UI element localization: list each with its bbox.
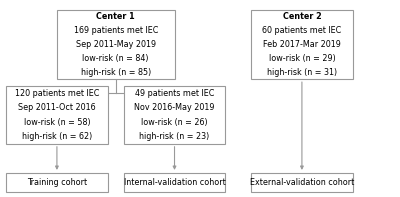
Text: low-risk (n = 58): low-risk (n = 58) <box>24 118 90 127</box>
Text: high-risk (n = 85): high-risk (n = 85) <box>80 68 151 77</box>
Text: Sep 2011-Oct 2016: Sep 2011-Oct 2016 <box>18 103 96 112</box>
Text: Center 1: Center 1 <box>96 12 135 21</box>
FancyBboxPatch shape <box>6 86 108 144</box>
FancyBboxPatch shape <box>57 10 174 79</box>
Text: low-risk (n = 29): low-risk (n = 29) <box>268 54 335 63</box>
FancyBboxPatch shape <box>124 86 226 144</box>
Text: 120 patients met IEC: 120 patients met IEC <box>15 89 99 98</box>
Text: low-risk (n = 84): low-risk (n = 84) <box>82 54 149 63</box>
Text: Training cohort: Training cohort <box>27 178 87 187</box>
Text: 60 patients met IEC: 60 patients met IEC <box>262 26 342 35</box>
Text: External-validation cohort: External-validation cohort <box>250 178 354 187</box>
Text: Nov 2016-May 2019: Nov 2016-May 2019 <box>134 103 215 112</box>
Text: 169 patients met IEC: 169 patients met IEC <box>74 26 158 35</box>
FancyBboxPatch shape <box>251 173 353 192</box>
FancyBboxPatch shape <box>124 173 226 192</box>
Text: Feb 2017-Mar 2019: Feb 2017-Mar 2019 <box>263 40 341 49</box>
Text: high-risk (n = 62): high-risk (n = 62) <box>22 132 92 141</box>
Text: high-risk (n = 23): high-risk (n = 23) <box>139 132 210 141</box>
Text: low-risk (n = 26): low-risk (n = 26) <box>141 118 208 127</box>
Text: Sep 2011-May 2019: Sep 2011-May 2019 <box>76 40 156 49</box>
Text: high-risk (n = 31): high-risk (n = 31) <box>267 68 337 77</box>
FancyBboxPatch shape <box>6 173 108 192</box>
Text: Center 2: Center 2 <box>282 12 321 21</box>
FancyBboxPatch shape <box>251 10 353 79</box>
Text: Internal-validation cohort: Internal-validation cohort <box>124 178 225 187</box>
Text: 49 patients met IEC: 49 patients met IEC <box>135 89 214 98</box>
